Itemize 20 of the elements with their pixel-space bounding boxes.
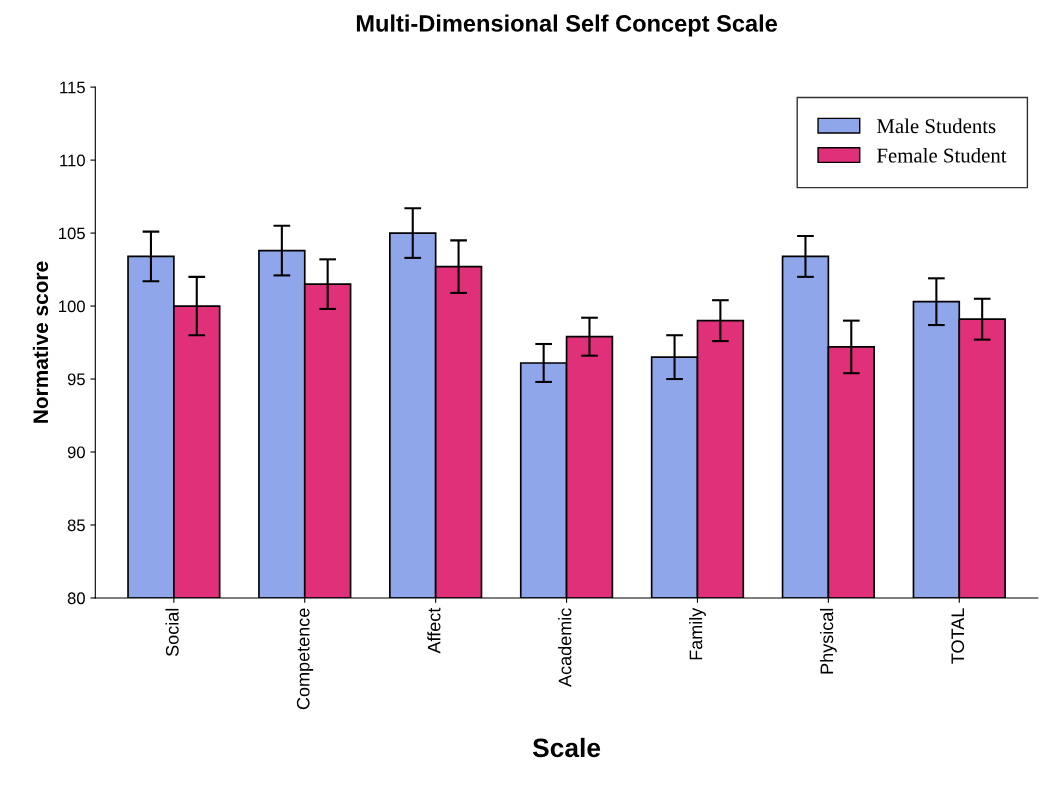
y-tick-label: 110 (60, 154, 85, 167)
x-tick-label: TOTAL (951, 608, 965, 664)
y-tick-label: 100 (59, 300, 85, 313)
y-tick-label: 80 (67, 592, 85, 605)
y-tick-label: 95 (67, 373, 85, 386)
x-tick-label: Competence (296, 608, 314, 710)
legend-label: Male Students (876, 118, 996, 134)
x-tick-label: Physical (819, 608, 837, 674)
x-axis-title: Scale (532, 737, 601, 758)
y-tick-label: 115 (60, 81, 85, 94)
y-tick-label: 85 (67, 519, 85, 532)
y-tick-label: 105 (59, 227, 85, 240)
x-tick-label: Academic (558, 608, 572, 687)
x-tick-label: Family (689, 607, 706, 660)
x-tick-label: Affect (427, 607, 441, 654)
legend-label: Female Student (876, 147, 1007, 163)
y-axis-title: Normative score (32, 261, 49, 423)
y-tick-label: 90 (67, 446, 85, 459)
x-tick-label: Social (165, 608, 179, 657)
chart-title: Multi-Dimensional Self Concept Scale (356, 14, 777, 37)
